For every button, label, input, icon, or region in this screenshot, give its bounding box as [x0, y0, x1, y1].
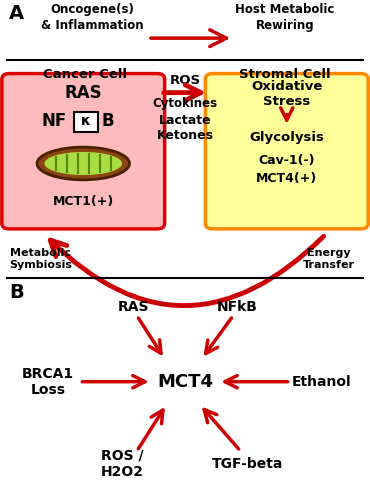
Text: Ethanol: Ethanol: [292, 374, 352, 388]
Text: MCT1(+): MCT1(+): [53, 195, 114, 208]
Text: NF: NF: [41, 112, 67, 130]
FancyBboxPatch shape: [2, 74, 165, 229]
Ellipse shape: [44, 152, 122, 175]
Text: A: A: [9, 4, 24, 23]
FancyBboxPatch shape: [205, 74, 368, 229]
Text: Cancer Cell: Cancer Cell: [43, 68, 127, 81]
Text: ROS /
H2O2: ROS / H2O2: [101, 448, 144, 478]
Text: B: B: [102, 112, 114, 130]
Text: RAS: RAS: [64, 84, 102, 102]
Text: Cav-1(-): Cav-1(-): [259, 154, 315, 168]
Text: Lactate
Ketones: Lactate Ketones: [157, 114, 213, 142]
Text: Glycolysis: Glycolysis: [249, 131, 324, 144]
Text: NFkB: NFkB: [216, 300, 257, 314]
Text: MCT4(+): MCT4(+): [256, 172, 317, 185]
Text: Cytokines: Cytokines: [152, 97, 218, 110]
Text: Stromal Cell: Stromal Cell: [239, 68, 331, 81]
Text: Metabolic
Symbiosis: Metabolic Symbiosis: [9, 248, 72, 270]
Text: κ: κ: [81, 114, 91, 128]
Text: TGF-beta: TGF-beta: [212, 456, 283, 470]
Text: Oncogene(s)
& Inflammation: Oncogene(s) & Inflammation: [41, 2, 144, 32]
Text: Oxidative
Stress: Oxidative Stress: [251, 80, 322, 108]
Text: Host Metabolic
Rewiring: Host Metabolic Rewiring: [235, 2, 334, 32]
Text: B: B: [9, 282, 24, 302]
Text: MCT4: MCT4: [157, 372, 213, 390]
Text: BRCA1
Loss: BRCA1 Loss: [22, 366, 74, 397]
Ellipse shape: [37, 147, 130, 180]
Text: RAS: RAS: [117, 300, 149, 314]
Text: Energy
Transfer: Energy Transfer: [303, 248, 355, 270]
Text: ROS: ROS: [169, 74, 201, 87]
FancyBboxPatch shape: [74, 112, 98, 132]
